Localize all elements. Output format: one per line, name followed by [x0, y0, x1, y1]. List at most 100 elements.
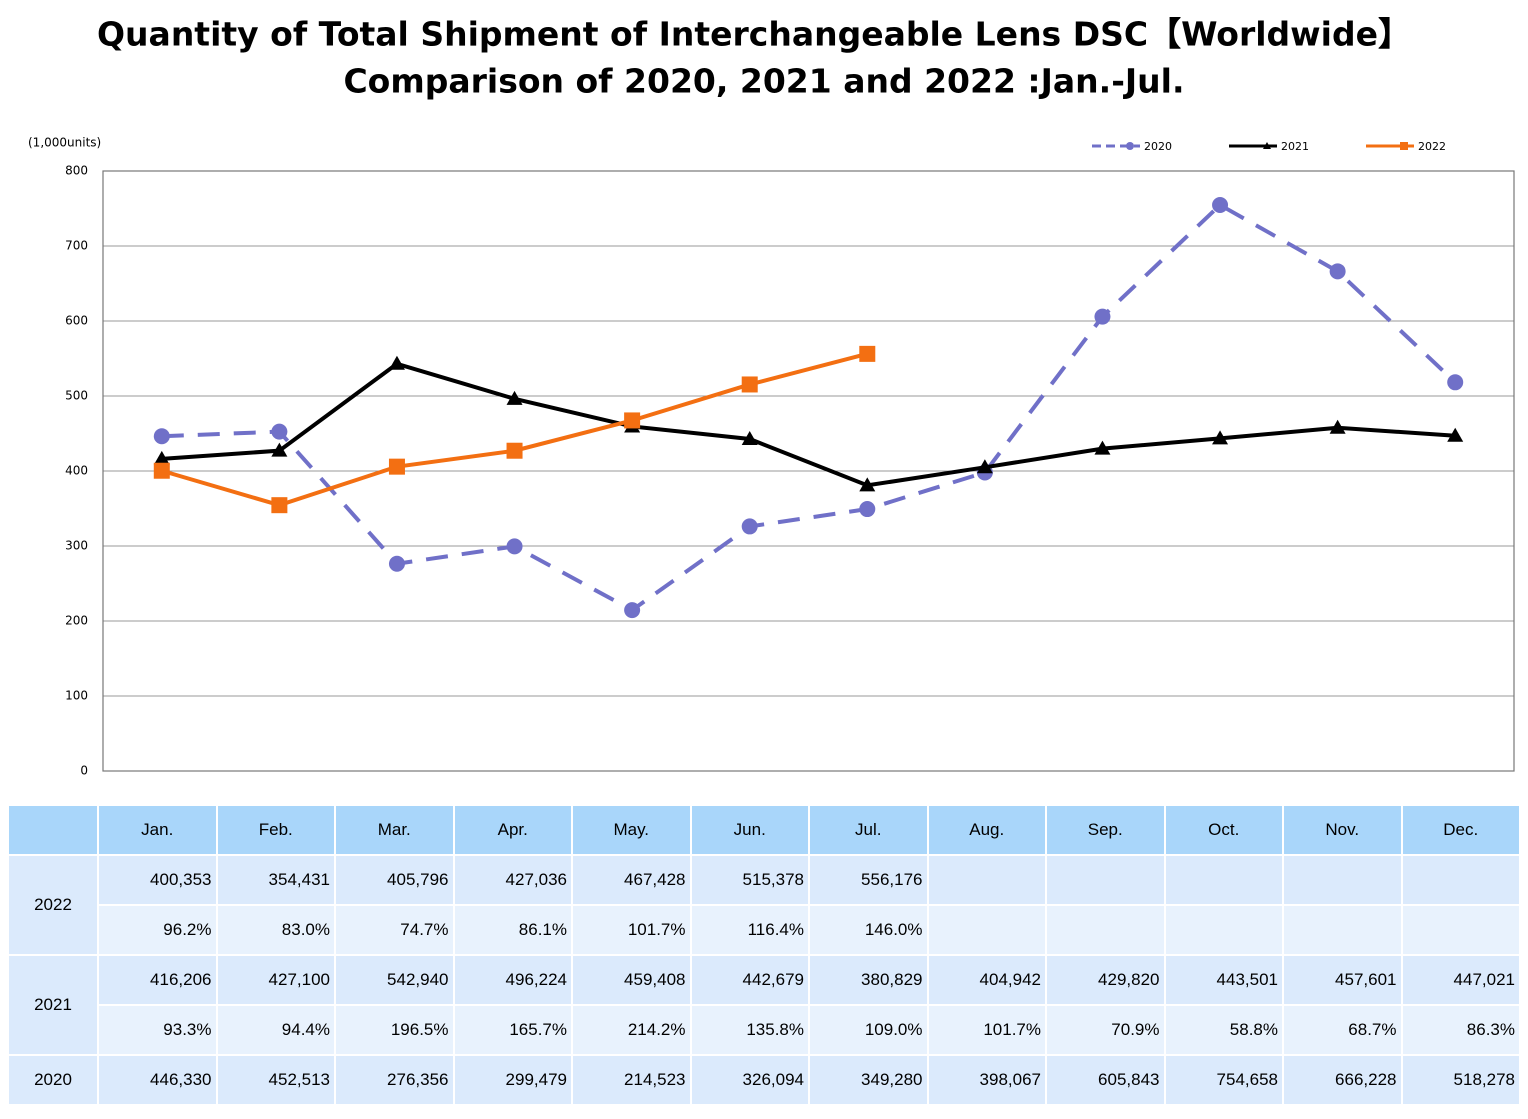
marker	[1212, 197, 1229, 214]
legend-label: 2020	[1144, 140, 1172, 153]
ratio-row: 93.3% 94.4% 196.5% 165.7% 214.2% 135.8% 109.0%…	[9, 1006, 1519, 1054]
y-tick-label: 600	[65, 314, 88, 328]
marker	[624, 602, 641, 619]
month-header: Mar.	[336, 806, 453, 854]
ratio-cell: 135.8%	[691, 1006, 808, 1054]
value-cell: 467,428	[573, 856, 690, 904]
ratio-cell	[1047, 906, 1164, 954]
marker	[153, 462, 170, 479]
y-axis-label: (1,000units)	[28, 136, 101, 150]
value-cell: 447,021	[1402, 956, 1519, 1004]
ratio-cell	[1402, 906, 1519, 954]
value-cell	[1165, 856, 1282, 904]
month-header: Jul.	[810, 806, 927, 854]
ratio-cell: 74.7%	[336, 906, 453, 954]
value-cell: 214,523	[573, 1056, 690, 1104]
marker	[271, 423, 288, 440]
marker	[153, 450, 170, 465]
marker	[1263, 142, 1271, 149]
marker	[1447, 374, 1464, 391]
series-line	[161, 351, 868, 508]
y-tick-label: 400	[65, 464, 88, 478]
y-tick-label: 300	[65, 539, 88, 553]
value-cell: 326,094	[691, 1056, 808, 1104]
value-cell: 443,501	[1165, 956, 1282, 1004]
ratio-cell: 94.4%	[217, 1006, 334, 1054]
marker	[388, 355, 405, 370]
value-row: 2020 446,330 452,513 276,356 299,479 214,523 3…	[9, 1056, 1519, 1104]
year-cell: 2021	[9, 956, 97, 1054]
ratio-cell: 86.3%	[1402, 1006, 1519, 1054]
marker	[506, 390, 523, 405]
value-cell: 354,431	[217, 856, 334, 904]
y-tick-label: 700	[65, 239, 88, 253]
value-row: 2022 400,353 354,431 405,796 427,036 467,428 5…	[9, 856, 1519, 954]
year-cell: 2020	[9, 1056, 97, 1104]
month-header: Oct.	[1165, 806, 1282, 854]
ratio-cell: 196.5%	[336, 1006, 453, 1054]
marker	[1329, 263, 1346, 280]
marker	[1094, 440, 1111, 455]
ratio-cell: 68.7%	[1284, 1006, 1401, 1054]
corner-cell	[9, 806, 97, 854]
marker	[1126, 142, 1134, 150]
month-header: Jan.	[99, 806, 216, 854]
value-cell	[1402, 856, 1519, 904]
value-cell: 427,036	[454, 856, 571, 904]
ratio-cell: 96.2%	[99, 906, 216, 954]
month-header: Apr.	[454, 806, 571, 854]
value-cell: 457,601	[1284, 956, 1401, 1004]
marker	[1329, 419, 1346, 434]
value-cell: 754,658	[1165, 1056, 1282, 1104]
marker	[741, 430, 758, 445]
marker	[1094, 308, 1111, 325]
ratio-cell: 70.9%	[1047, 1006, 1164, 1054]
value-cell: 349,280	[810, 1056, 927, 1104]
ratio-cell: 116.4%	[691, 906, 808, 954]
legend-label: 2021	[1281, 140, 1309, 153]
marker	[1212, 430, 1229, 445]
marker	[976, 459, 993, 474]
value-cell: 542,940	[336, 956, 453, 1004]
marker	[506, 538, 523, 555]
marker	[271, 442, 288, 457]
ratio-cell: 101.7%	[573, 906, 690, 954]
value-cell	[1047, 856, 1164, 904]
y-tick-label: 200	[65, 614, 88, 628]
marker	[859, 501, 876, 518]
marker	[1400, 142, 1408, 150]
chart-title: Quantity of Total Shipment of Interchang…	[97, 15, 1411, 54]
ratio-cell: 58.8%	[1165, 1006, 1282, 1054]
year-cell: 2022	[9, 856, 97, 954]
value-cell: 429,820	[1047, 956, 1164, 1004]
ratio-cell	[928, 906, 1045, 954]
value-cell: 276,356	[336, 1056, 453, 1104]
data-table: Jan. Feb. Mar. Apr. May. Jun. Jul. Aug. Sep. Oct.…	[7, 804, 1521, 1106]
marker	[506, 442, 523, 459]
month-header: Feb.	[217, 806, 334, 854]
ratio-cell	[1165, 906, 1282, 954]
month-header: Jun.	[691, 806, 808, 854]
marker	[624, 412, 641, 429]
month-header: Nov.	[1284, 806, 1401, 854]
value-cell	[928, 856, 1045, 904]
value-cell: 605,843	[1047, 1056, 1164, 1104]
value-cell: 398,067	[928, 1056, 1045, 1104]
value-cell: 452,513	[217, 1056, 334, 1104]
marker	[741, 376, 758, 393]
value-cell	[1284, 856, 1401, 904]
plot-frame	[102, 170, 1515, 772]
ratio-cell	[1284, 906, 1401, 954]
ratio-row: 96.2% 83.0% 74.7% 86.1% 101.7% 116.4% 146.0%	[9, 906, 1519, 954]
month-header: Aug.	[928, 806, 1045, 854]
value-cell: 404,942	[928, 956, 1045, 1004]
value-cell: 405,796	[336, 856, 453, 904]
chart: Quantity of Total Shipment of Interchang…	[28, 15, 1515, 778]
marker	[859, 345, 876, 362]
value-cell: 400,353	[99, 856, 216, 904]
marker	[388, 458, 405, 475]
y-tick-label: 500	[65, 389, 88, 403]
legend-label: 2022	[1418, 140, 1446, 153]
series-line	[161, 361, 1456, 488]
marker	[859, 477, 876, 492]
